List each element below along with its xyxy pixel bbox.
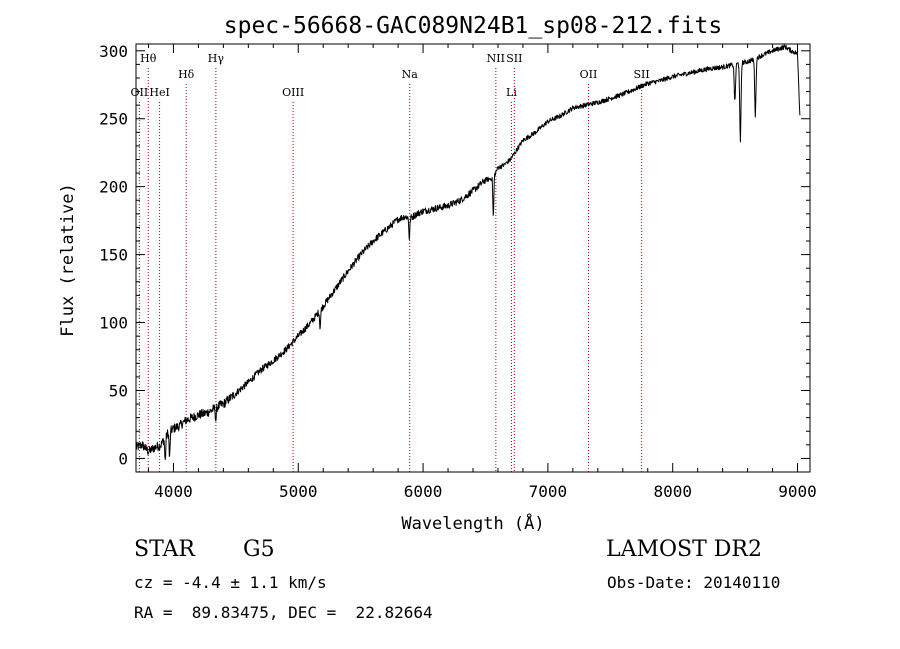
spectrum-line: [135, 44, 801, 461]
spectral-line-label: Hθ: [140, 52, 157, 65]
spectral-line-label: HeI: [149, 86, 169, 99]
plot-frame: [135, 43, 811, 473]
spectral-line-label: SII: [634, 68, 650, 81]
y-tick-label: 150: [99, 246, 128, 265]
y-tick-label: 100: [99, 314, 128, 333]
spectral-line-label: Hγ: [208, 52, 225, 65]
spectral-line-label: SII: [506, 52, 522, 65]
spectral-line-label: OII: [580, 68, 598, 81]
x-axis-label: Wavelength (Å): [401, 512, 544, 534]
redshift-line: cz = -4.4 ± 1.1 km/s: [134, 573, 327, 592]
observation-date: Obs-Date: 20140110: [607, 573, 781, 592]
x-tick-label: 5000: [279, 482, 318, 501]
object-type: STAR: [134, 537, 195, 562]
x-tick-label: 9000: [778, 482, 817, 501]
x-tick-label: 4000: [154, 482, 193, 501]
spectral-line-label: Hδ: [178, 68, 195, 81]
x-tick-label: 6000: [404, 482, 443, 501]
spectral-line-label: OII: [131, 86, 149, 99]
x-tick-label: 8000: [653, 482, 692, 501]
axis-ticks: 4000 5000 6000 7000 8000 9000 0 50 100 150 200 250 3…: [99, 42, 817, 501]
y-axis-label: Flux (relative): [58, 183, 78, 337]
survey-name: LAMOST DR2: [606, 537, 762, 562]
spectral-line-label: NII: [487, 52, 505, 65]
y-tick-label: 50: [109, 381, 128, 400]
spectral-line-label: OIII: [282, 86, 304, 99]
y-tick-label: 0: [118, 449, 128, 468]
spectral-line-markers: OII Hθ HeI Hδ Hγ OIII Na NII Li SII OII SII: [131, 52, 650, 472]
x-tick-label: 7000: [529, 482, 568, 501]
spectral-line-label: Li: [506, 86, 517, 99]
chart-title: spec-56668-GAC089N24B1_sp08-212.fits: [224, 13, 723, 39]
ra-dec-line: RA = 89.83475, DEC = 22.82664: [134, 603, 433, 622]
y-tick-label: 300: [99, 42, 128, 61]
spectrum-curve-group: [135, 44, 801, 461]
spectral-line-label: Na: [402, 68, 419, 81]
y-tick-label: 250: [99, 110, 128, 129]
object-subclass: G5: [243, 537, 275, 562]
y-tick-label: 200: [99, 178, 128, 197]
